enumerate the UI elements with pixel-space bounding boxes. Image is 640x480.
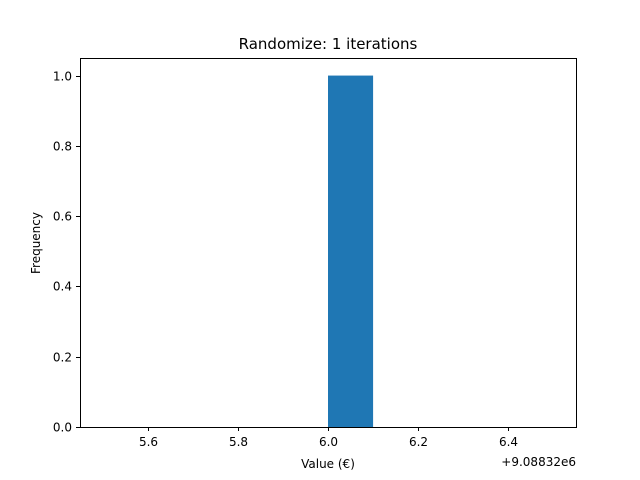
- histogram-bar-0: [328, 75, 374, 428]
- chart-title: Randomize: 1 iterations: [239, 35, 418, 53]
- y-axis-label: Frequency: [29, 212, 43, 274]
- y-axis: 0.0 0.2 0.4 0.6 0.8 1.0: [53, 70, 80, 435]
- x-axis-label: Value (€): [301, 457, 355, 471]
- y-tick-label-1: 0.2: [53, 351, 72, 365]
- x-tick-label-1: 5.8: [229, 435, 248, 449]
- x-tick-label-4: 6.4: [499, 435, 518, 449]
- x-axis: 5.6 5.8 6.0 6.2 6.4: [139, 427, 518, 449]
- plot-area: [328, 75, 374, 428]
- y-tick-label-5: 1.0: [53, 70, 72, 84]
- y-tick-label-2: 0.4: [53, 280, 72, 294]
- x-tick-label-3: 6.2: [409, 435, 428, 449]
- x-tick-label-0: 5.6: [139, 435, 158, 449]
- x-offset-label: +9.08832e6: [501, 455, 576, 469]
- y-tick-label-4: 0.8: [53, 140, 72, 154]
- y-tick-label-3: 0.6: [53, 210, 72, 224]
- plot-frame: [80, 58, 577, 428]
- y-tick-label-0: 0.0: [53, 421, 72, 435]
- x-tick-label-2: 6.0: [319, 435, 338, 449]
